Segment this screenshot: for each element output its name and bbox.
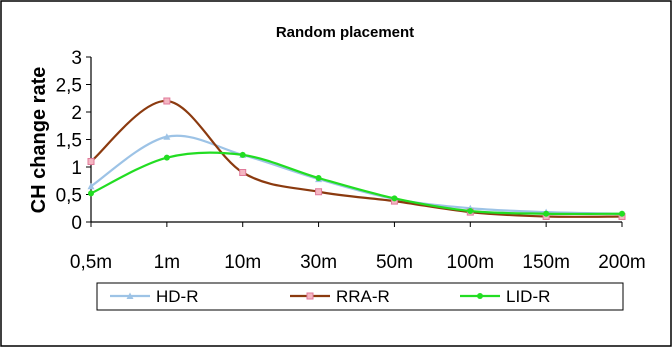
x-tick-label: 150m [522,252,570,273]
data-point [467,208,474,214]
data-point [163,97,171,105]
y-tick-labels: 0 0,5 1 1,5 2 2,5 3 [56,48,82,234]
legend-item-rra-r: RRA-R [290,287,390,306]
x-tick-label: 0,5m [70,252,112,273]
legend-box [96,282,624,311]
y-tick-label: 1,5 [56,131,82,152]
legend-label: LID-R [506,287,550,306]
data-point [88,190,94,197]
data-point [543,210,550,217]
x-tick-label: 1m [154,252,180,273]
legend-label: HD-R [156,287,199,306]
y-tick-label: 2 [71,103,82,124]
y-axis-label: CH change rate [28,67,50,214]
data-point [239,169,247,176]
y-tick-label: 3 [71,48,82,69]
x-tick-label: 100m [447,252,495,273]
y-tick-label: 0 [71,213,82,234]
legend-swatch-marker [477,293,483,299]
data-point [163,154,170,161]
x-tick-label: 200m [598,252,646,273]
x-tick-label: 10m [224,252,261,273]
series-lid-r [88,151,625,217]
y-tick-label: 2,5 [56,76,82,97]
chart-title: Random placement [276,24,414,41]
data-point [315,175,322,181]
legend-item-hd-r: HD-R [110,287,199,306]
data-point [619,210,625,217]
data-point [239,151,246,158]
data-point [163,133,171,140]
data-point [87,158,95,165]
legend: HD-R RRA-R LID-R [110,287,550,306]
x-tick-label: 50m [376,252,413,273]
legend-label: RRA-R [336,287,390,306]
data-point [87,182,95,190]
data-point [315,188,323,196]
y-tick-label: 0,5 [56,186,82,207]
series-group [87,97,626,220]
data-point [391,195,398,202]
legend-swatch-marker [126,292,134,299]
x-tick-labels: 0,5m 1m 10m 30m 50m 100m 150m 200m [70,252,646,273]
y-tick-label: 1 [71,158,82,179]
legend-swatch-marker [306,292,314,300]
legend-item-lid-r: LID-R [460,287,550,306]
x-tick-label: 30m [300,252,337,273]
